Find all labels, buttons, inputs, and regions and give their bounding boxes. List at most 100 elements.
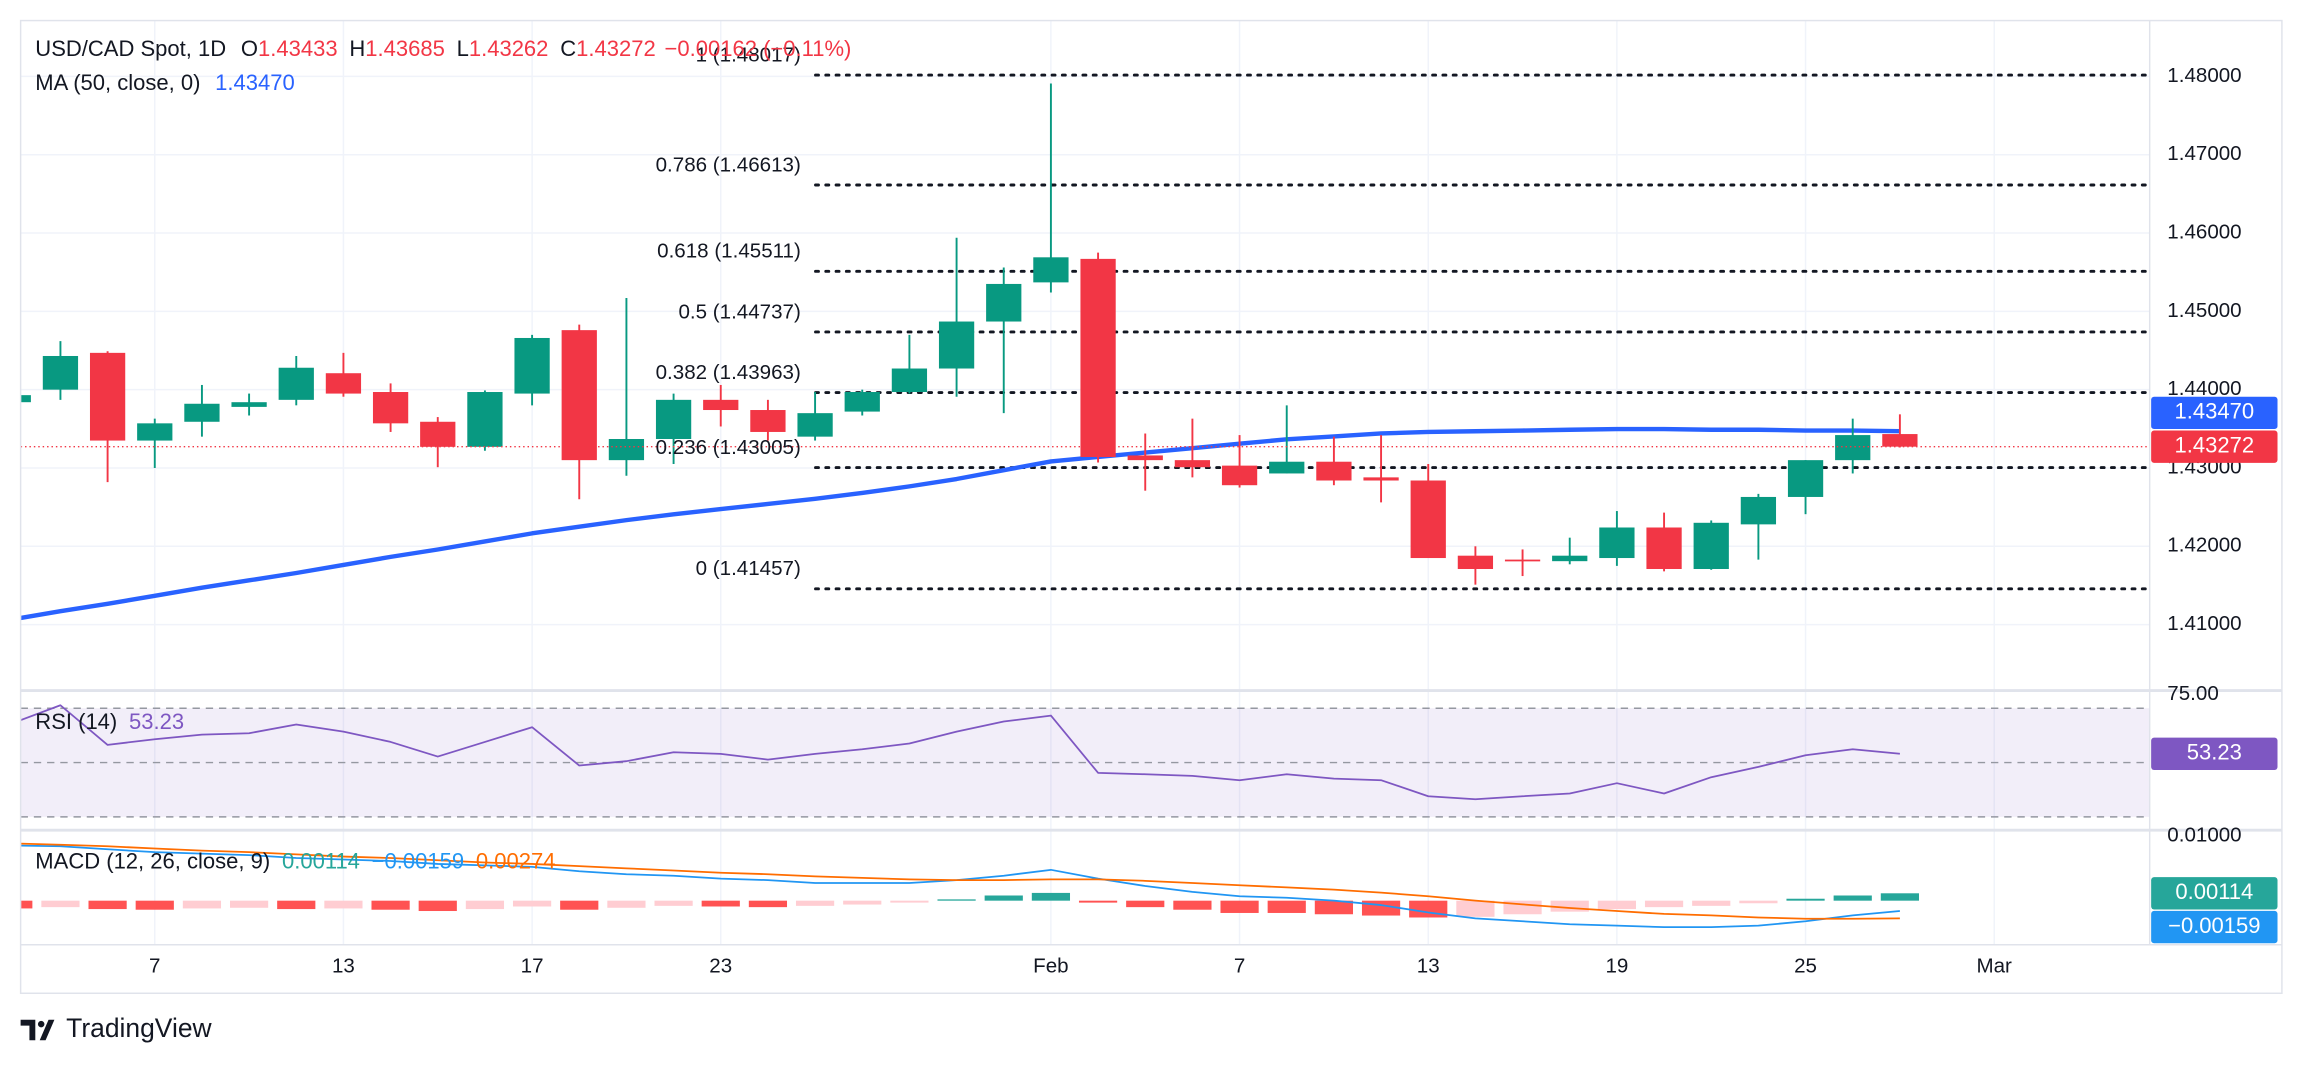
macd-legend: MACD (12, 26, close, 9) 0.00114 −0.00159 0.… — [35, 848, 555, 873]
fib-level-label: 1 (1.48017) — [696, 43, 801, 66]
candle-body — [1269, 461, 1305, 474]
macd-histogram-bar — [748, 900, 788, 908]
ohlc-letter: C — [560, 36, 576, 61]
macd-histogram-bar — [654, 900, 693, 906]
fib-level-label: 0.382 (1.43963) — [656, 361, 801, 384]
candle-body — [1316, 461, 1352, 481]
candle-body — [325, 373, 362, 394]
x-tick-label: 13 — [1417, 954, 1440, 977]
candle-body — [1882, 434, 1918, 447]
candle-body — [986, 283, 1022, 322]
candle-body — [1787, 460, 1824, 497]
fib-level-label: 0.618 (1.45511) — [657, 240, 801, 263]
macd-histogram-bar — [1692, 900, 1731, 906]
macd-histogram-bar — [465, 900, 505, 910]
candle-body — [750, 410, 786, 432]
candle-body — [1646, 527, 1682, 570]
axes-layer — [19, 19, 2283, 995]
candle-body — [938, 321, 975, 369]
logo-icon — [20, 1019, 55, 1041]
candle-body — [420, 421, 456, 447]
macd-histogram-bar — [1031, 892, 1071, 901]
candle-body — [1127, 455, 1163, 461]
ma-legend: MA (50, close, 0) 1.43470 — [35, 70, 294, 95]
candle-body — [561, 330, 597, 461]
candle-body — [844, 392, 880, 412]
candle-body — [891, 368, 928, 393]
signal-line — [20, 842, 1900, 920]
macd-histogram-bar — [1314, 900, 1354, 915]
candle-body — [184, 403, 220, 422]
y-tick-label: 1.45000 — [2167, 299, 2241, 322]
fib-level-label: 0.786 (1.46613) — [656, 153, 801, 176]
candle-body — [1740, 496, 1777, 525]
macd-tick-label: 0.01000 — [2167, 823, 2241, 846]
ma-name: MA (50, close, 0) — [35, 70, 200, 95]
candle-body — [89, 352, 126, 441]
macd-histogram-bar — [1267, 900, 1306, 913]
fib-level-label: 0.236 (1.43005) — [656, 436, 801, 459]
macd-histogram-bar — [229, 900, 269, 908]
candle-body — [1693, 522, 1729, 570]
candle-body — [467, 392, 503, 447]
rsi-value: 53.23 — [129, 709, 184, 734]
rsi-tick-label: 75.00 — [2167, 682, 2218, 705]
candle-body — [137, 423, 173, 441]
ma-value: 1.43470 — [215, 70, 295, 95]
plot-layer — [20, 73, 2150, 929]
ohlc-change: −0.00162 (−0.11%) — [665, 36, 852, 61]
macd-histogram-bar — [701, 900, 740, 907]
macd-histogram-bar — [1078, 900, 1118, 903]
brand-name: TradingView — [66, 1013, 212, 1043]
macd-histogram-bar — [1361, 900, 1401, 916]
chart-border — [19, 19, 2283, 995]
x-tick-label: Mar — [1977, 954, 2013, 977]
macd-histogram-bar — [1126, 900, 1165, 908]
macd-histogram-bar — [512, 900, 552, 907]
macd-line-tag: −0.00159 — [2168, 913, 2260, 938]
last-price-tag-bg — [2151, 430, 2278, 463]
ohlc-letter: O — [241, 36, 258, 61]
macd-histogram-bar — [1739, 900, 1778, 904]
candle-body — [514, 337, 550, 394]
logo-dot — [37, 1020, 45, 1028]
rsi-value-tag-bg — [2151, 737, 2278, 770]
y-tick-label: 1.42000 — [2167, 534, 2241, 557]
macd-hist-tag: 0.00114 — [2175, 879, 2253, 904]
macd-histogram-bar — [984, 895, 1023, 901]
candle-body — [703, 399, 739, 411]
fib-level-label: 0.5 (1.44737) — [679, 300, 801, 323]
macd-legend-value: 0.00274 — [476, 848, 556, 873]
candle-body — [797, 413, 833, 437]
macd-histogram-bar — [1644, 900, 1684, 908]
labels-layer: 7 13 17 23 Feb 7 13 19 25 Mar1.410001.420001.4300… — [35, 36, 2278, 977]
x-tick-label: 25 — [1794, 954, 1817, 977]
candle-body — [1221, 465, 1258, 486]
macd-histogram-bar — [1597, 900, 1636, 910]
macd-histogram-bar — [1833, 895, 1872, 901]
candle-body — [1552, 555, 1588, 562]
ohlc-letter: L — [457, 36, 469, 61]
ohlc-value: 1.43685 — [365, 36, 445, 61]
macd-histogram-bar — [890, 900, 929, 903]
candle-body — [372, 392, 409, 424]
macd-legend-value: 0.00114 — [282, 848, 360, 873]
y-tick-label: 1.41000 — [2167, 612, 2241, 635]
y-tick-label: 1.46000 — [2167, 220, 2241, 243]
macd-histogram-bar — [135, 900, 174, 910]
x-tick-label: 13 — [332, 954, 355, 977]
candle-body — [20, 395, 31, 403]
x-tick-label: 7 — [149, 954, 160, 977]
ohlc-value: 1.43262 — [469, 36, 549, 61]
macd-legend-value: −0.00159 — [372, 848, 464, 873]
x-tick-label: 23 — [709, 954, 732, 977]
macd-histogram-bar — [1220, 900, 1259, 913]
macd-histogram-bar — [41, 900, 80, 908]
candle-body — [1174, 460, 1211, 468]
candle-body — [1835, 435, 1871, 461]
y-tick-label: 1.44000 — [2167, 377, 2241, 400]
macd-histogram-bar — [843, 900, 882, 905]
macd-histogram-bar — [88, 900, 127, 910]
candle-body — [1504, 559, 1541, 562]
